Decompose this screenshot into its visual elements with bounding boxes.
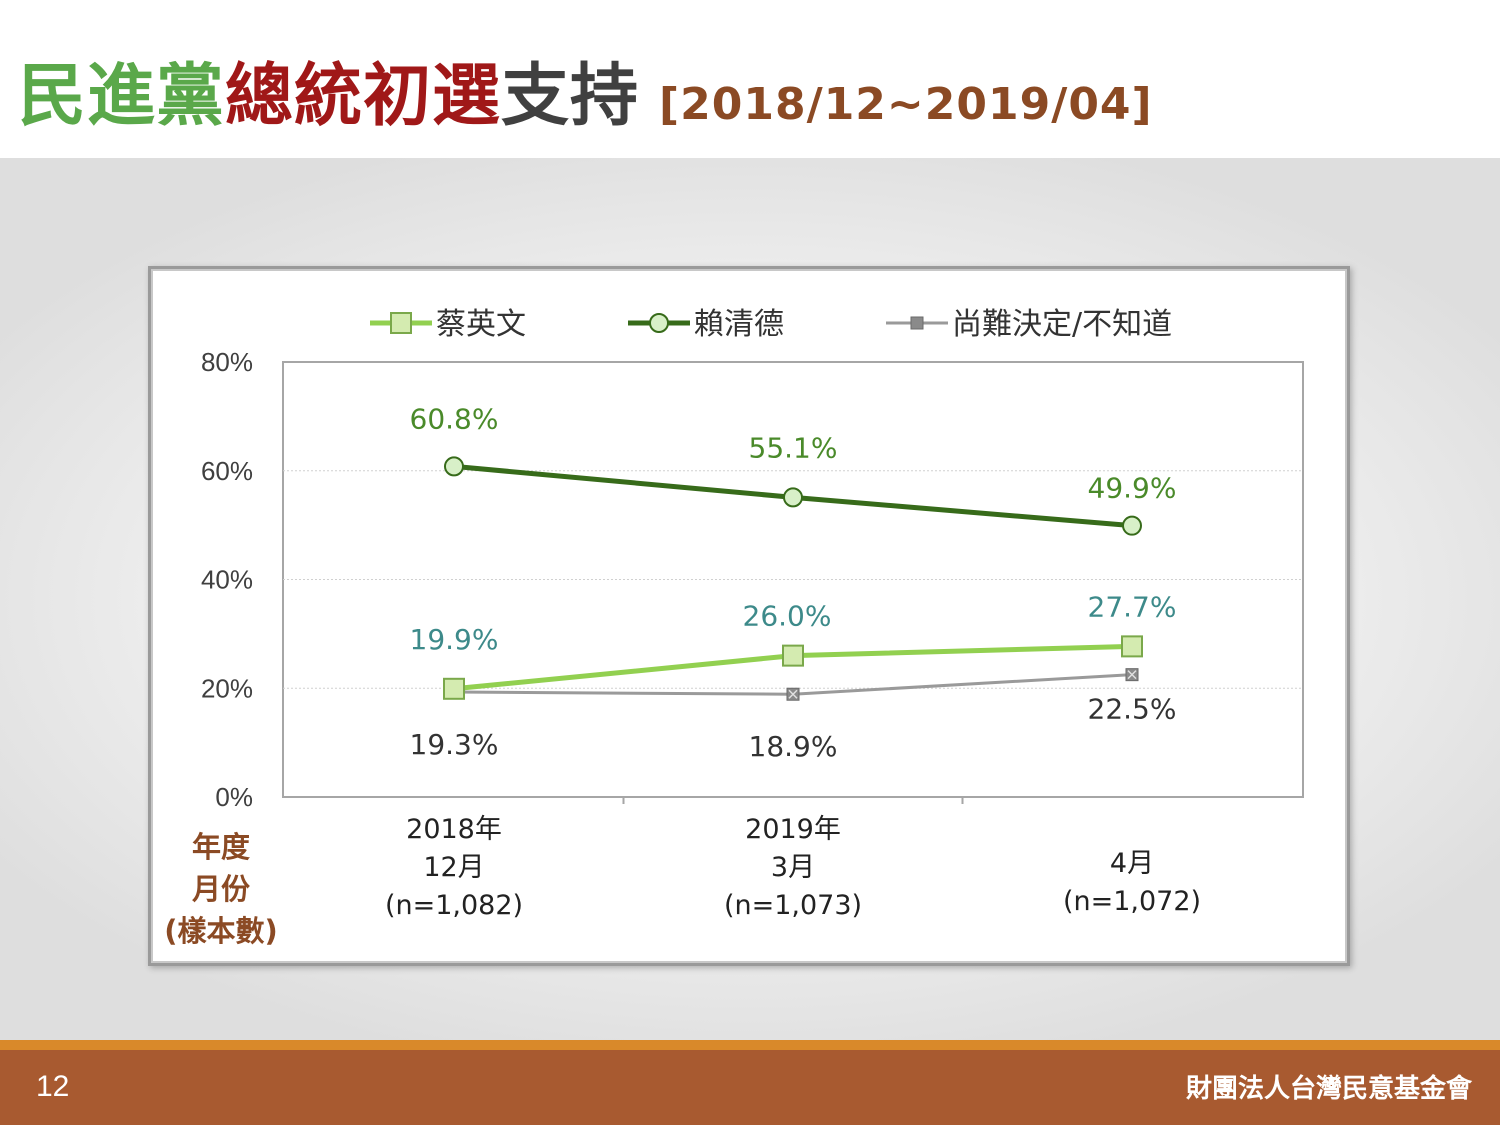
title-part-primary: 總統初選 [225,57,502,136]
title-bar: 民進黨總統初選支持 [2018/12~2019/04] [0,0,1500,160]
x-category-label: (n=1,073) [724,890,862,921]
data-label: 19.9% [410,623,499,656]
organization-name: 財團法人台灣民意基金會 [1185,1074,1472,1104]
y-tick-label: 40% [201,565,253,595]
x-category-label: 4月 [1110,848,1154,879]
data-point-cross [788,689,798,699]
x-category-label: (n=1,082) [385,890,523,921]
data-point [1121,635,1143,658]
title-part-support: 支持 [501,57,640,136]
x-category-label: 2019年 [745,814,841,845]
data-label: 49.9% [1088,472,1177,505]
y-tick-label: 80% [201,347,253,377]
data-label: 26.0% [743,600,832,633]
x-axis-title: (樣本數) [164,914,278,948]
data-label: 22.5% [1088,693,1177,726]
footer-accent-line [0,1040,1500,1050]
data-point [444,456,464,477]
x-category-label: (n=1,072) [1063,886,1201,917]
page-number: 12 [36,1070,70,1103]
legend-label: 尚難決定/不知道 [952,307,1172,342]
y-tick-label: 0% [215,782,253,812]
chart-frame: 0% 20% 40% 60% 80% 2018年 12月 (n=1,082) 2019年 3月 (n… [148,266,1350,966]
y-tick-label: 60% [201,456,253,486]
data-label: 60.8% [410,402,499,435]
data-label: 18.9% [749,730,838,763]
legend-label: 蔡英文 [436,307,526,342]
legend-marker [390,312,412,334]
data-label: 55.1% [749,431,838,464]
data-label: 19.3% [410,728,499,761]
title-date-range: [2018/12~2019/04] [659,79,1153,130]
data-point [443,677,465,700]
legend-marker [649,313,669,333]
x-axis-title: 年度 [192,830,250,864]
data-point [782,644,804,667]
data-point-cross [1127,670,1137,680]
data-point [783,487,803,508]
slide-title: 民進黨總統初選支持 [2018/12~2019/04] [18,40,1153,139]
y-tick-label: 20% [201,673,253,703]
x-category-label: 2018年 [406,814,502,845]
data-label: 27.7% [1088,590,1177,623]
legend-marker [910,316,924,330]
x-category-label: 12月 [423,852,484,883]
legend-label: 賴清德 [694,307,784,342]
title-part-party: 民進黨 [18,57,226,136]
x-category-label: 3月 [771,852,815,883]
line-chart: 0% 20% 40% 60% 80% 2018年 12月 (n=1,082) 2019年 3月 (n… [164,307,1304,948]
data-point [1122,515,1142,536]
footer-bar: 12 財團法人台灣民意基金會 [0,1050,1500,1125]
x-axis-title: 月份 [191,872,250,906]
